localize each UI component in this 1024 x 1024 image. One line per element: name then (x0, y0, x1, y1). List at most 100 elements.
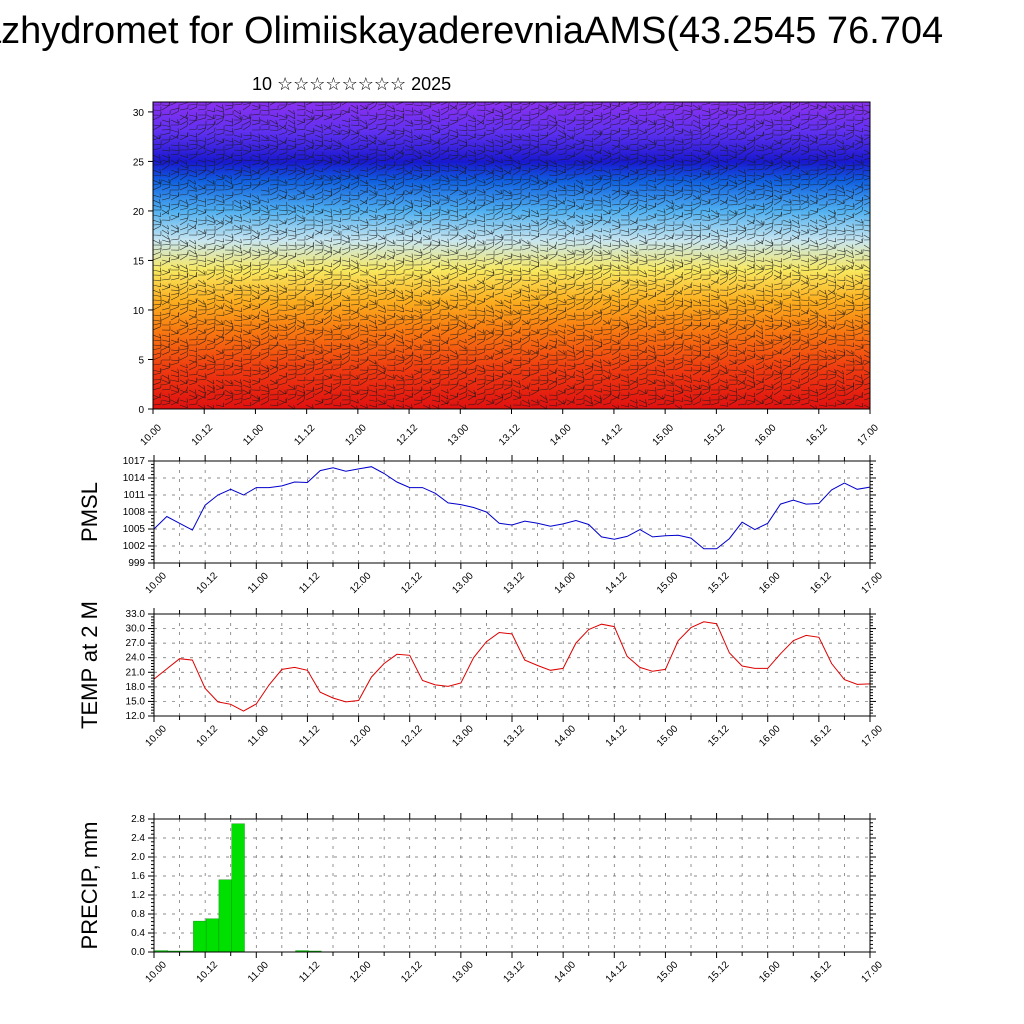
x-tick-label: 15.12 (706, 959, 732, 985)
x-tick-label: 10.12 (195, 959, 221, 985)
x-tick-label: 13.12 (501, 723, 527, 749)
x-tick-label: 12.12 (399, 570, 425, 596)
cross-x-tick-label: 12.12 (395, 422, 421, 448)
cross-x-tick-label: 17.00 (855, 422, 881, 448)
x-tick-label: 13.12 (501, 959, 527, 985)
x-tick-label: 14.00 (553, 570, 579, 596)
panel-frame (153, 613, 871, 717)
x-tick-label: 16.00 (757, 723, 783, 749)
temp-series-line (153, 621, 871, 712)
x-tick-label: 16.00 (757, 570, 783, 596)
y-tick-label: 18.0 (126, 682, 146, 693)
y-tick-label: 1002 (123, 541, 146, 552)
x-tick-label: 14.12 (604, 723, 630, 749)
x-tick-label: 17.00 (859, 959, 885, 985)
precip-bar (193, 920, 207, 953)
x-tick-label: 12.00 (348, 570, 374, 596)
x-tick-label: 13.00 (450, 959, 476, 985)
x-tick-label: 16.12 (808, 959, 834, 985)
y-axis-label: TEMP at 2 M (77, 601, 102, 729)
y-tick-label: 0.8 (131, 909, 145, 920)
y-tick-label: 2.4 (131, 833, 145, 844)
precip-panel: 0.0 0.4 0.8 1.2 1.6 2.0 2.4 2.8 10.00 10.12 11.00 1… (77, 813, 885, 985)
y-tick-label: 0.4 (131, 928, 145, 939)
x-tick-label: 12.00 (348, 959, 374, 985)
page-subtitle: 10 ☆☆☆☆☆☆☆☆ 2025 (252, 74, 452, 94)
x-tick-label: 11.00 (246, 959, 271, 984)
x-tick-label: 16.12 (808, 723, 834, 749)
x-tick-label: 14.12 (604, 570, 630, 596)
cross-y-tick-label: 10 (133, 306, 145, 317)
x-tick-label: 11.12 (297, 959, 322, 984)
y-tick-label: 1017 (123, 456, 146, 467)
x-tick-label: 16.12 (808, 570, 834, 596)
grid (153, 818, 871, 953)
x-tick-label: 10.12 (195, 723, 221, 749)
x-tick-label: 11.12 (297, 723, 322, 748)
cross-section-panel: 0 5 10 15 20 25 30 10.00 10.12 11.00 11.12 12.00 12.… (133, 101, 881, 448)
cross-x-tick-label: 13.12 (497, 422, 523, 448)
precip-bar (205, 918, 220, 953)
x-tick-label: 10.12 (195, 570, 221, 596)
y-tick-label: 33.0 (126, 609, 146, 620)
cross-x-tick-label: 14.12 (599, 422, 625, 448)
y-tick-label: 12.0 (126, 711, 146, 722)
cross-y-tick-label: 25 (133, 157, 145, 168)
grid (153, 460, 871, 564)
x-tick-label: 14.00 (553, 723, 579, 749)
x-tick-label: 16.00 (757, 959, 783, 985)
x-tick-label: 14.00 (553, 959, 579, 985)
y-tick-label: 1.2 (131, 890, 145, 901)
cross-x-tick-label: 11.12 (292, 422, 317, 447)
x-tick-label: 15.00 (655, 723, 681, 749)
cross-y-tick-label: 20 (133, 207, 145, 218)
pmsl-panel: 999 1002 1005 1008 1011 1014 1017 10.00 10.12 11.… (77, 455, 885, 596)
temp-panel: 12.0 15.0 18.0 21.0 24.0 27.0 30.0 33.0 10.00 10.… (77, 601, 885, 749)
x-tick-label: 14.12 (604, 959, 630, 985)
y-tick-label: 27.0 (126, 638, 146, 649)
cross-x-tick-label: 16.12 (804, 422, 830, 448)
y-tick-label: 2.0 (131, 852, 145, 863)
cross-x-tick-label: 12.00 (343, 422, 369, 448)
wind-barbs (153, 102, 870, 409)
cross-x-tick-label: 10.00 (138, 422, 164, 448)
pmsl-series-line (153, 466, 871, 550)
x-tick-label: 11.12 (297, 570, 322, 595)
y-tick-label: 24.0 (126, 653, 146, 664)
cross-x-tick-label: 16.00 (753, 422, 779, 448)
cross-x-tick-label: 10.12 (190, 422, 216, 448)
y-tick-label: 1011 (123, 490, 145, 501)
precip-bar (231, 823, 245, 953)
panel-frame (153, 460, 871, 564)
x-tick-label: 10.00 (143, 570, 169, 596)
x-tick-label: 10.00 (143, 959, 169, 985)
y-tick-label: 1.6 (131, 871, 145, 882)
x-tick-label: 15.00 (655, 959, 681, 985)
x-tick-label: 17.00 (859, 570, 885, 596)
y-axis-label: PRECIP, mm (77, 822, 102, 950)
x-tick-label: 15.00 (655, 570, 681, 596)
cross-x-tick-label: 11.00 (241, 422, 266, 447)
y-tick-label: 2.8 (131, 814, 145, 825)
y-axis-label: PMSL (77, 482, 102, 542)
x-tick-label: 15.12 (706, 570, 732, 596)
x-tick-label: 13.12 (501, 570, 527, 596)
x-tick-label: 17.00 (859, 723, 885, 749)
y-tick-label: 1008 (123, 507, 146, 518)
cross-x-tick-label: 15.12 (702, 422, 728, 448)
x-tick-label: 12.12 (399, 959, 425, 985)
cross-y-tick-label: 15 (133, 256, 145, 267)
y-tick-label: 1005 (123, 524, 146, 535)
cross-y-tick-label: 0 (138, 405, 144, 416)
y-tick-label: 0.0 (131, 947, 145, 958)
x-tick-label: 12.12 (399, 723, 425, 749)
y-tick-label: 999 (128, 558, 145, 569)
cross-x-tick-label: 13.00 (446, 422, 472, 448)
cross-x-tick-label: 14.00 (548, 422, 574, 448)
x-tick-label: 13.00 (450, 570, 476, 596)
cross-y-tick-label: 5 (138, 355, 144, 366)
x-tick-label: 12.00 (348, 723, 374, 749)
y-tick-label: 15.0 (126, 696, 146, 707)
page-title: azhydromet for OlimiiskayaderevniaAMS(43… (0, 10, 944, 52)
